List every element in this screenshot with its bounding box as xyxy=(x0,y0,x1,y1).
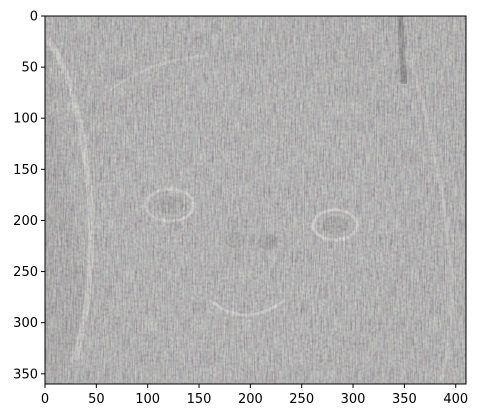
y-tick-label: 350 xyxy=(13,367,38,382)
x-tick-label: 350 xyxy=(392,392,417,407)
x-tick-label: 400 xyxy=(443,392,468,407)
fine-texture xyxy=(45,16,466,384)
image-area xyxy=(45,16,466,384)
x-tick-label: 200 xyxy=(238,392,263,407)
x-tick-label: 250 xyxy=(289,392,314,407)
axes-frame xyxy=(44,15,467,385)
y-tick-label: 300 xyxy=(13,316,38,331)
x-tick-label: 300 xyxy=(341,392,366,407)
y-tick-label: 200 xyxy=(13,214,38,229)
x-tick-label: 0 xyxy=(41,392,49,407)
x-tick-label: 50 xyxy=(88,392,105,407)
x-axis: 0 50 100 150 200 250 300 350 400 xyxy=(41,384,468,407)
y-tick-label: 50 xyxy=(21,61,38,76)
x-tick-label: 150 xyxy=(187,392,212,407)
y-tick-label: 250 xyxy=(13,265,38,280)
y-tick-label: 100 xyxy=(13,112,38,127)
y-axis: 0 50 100 150 200 250 300 350 xyxy=(13,10,45,382)
y-tick-label: 150 xyxy=(13,163,38,178)
y-tick-label: 0 xyxy=(30,10,38,25)
x-tick-label: 100 xyxy=(135,392,160,407)
